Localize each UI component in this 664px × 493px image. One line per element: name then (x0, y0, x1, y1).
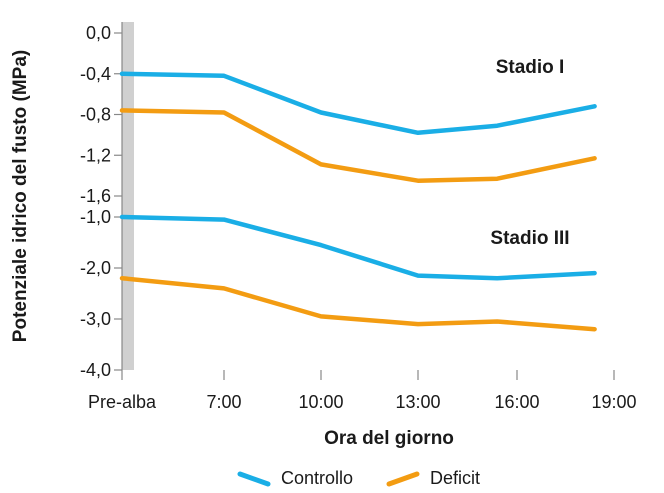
legend-swatch-deficit (386, 471, 420, 487)
y-tick-label: -1,0 (80, 207, 111, 227)
series-line-deficit-panel-2 (119, 275, 597, 332)
y-tick-label: -3,0 (80, 309, 111, 329)
y-tick-label: -4,0 (80, 360, 111, 380)
legend-swatch-controllo (237, 471, 271, 487)
x-tick-label: 19:00 (591, 392, 636, 412)
y-tick-label: -0,8 (80, 105, 111, 125)
series-line-controllo-panel-1 (119, 71, 597, 136)
stage-iii-label: Stadio III (490, 228, 569, 249)
series-line-controllo-panel-2 (119, 214, 597, 281)
y-tick-label: -1,2 (80, 145, 111, 165)
y-tick-label: 0,0 (86, 23, 111, 43)
x-tick-label: 7:00 (206, 392, 241, 412)
stage-i-label: Stadio I (496, 57, 565, 78)
y-tick-group: 0,0 -0,4 -0,8 -1,2 -1,6-1,0 -2,0 -3,0 -4,0 (80, 23, 122, 380)
x-tick-label: 13:00 (395, 392, 440, 412)
series-group (119, 71, 597, 332)
x-axis-title: Ora del giorno (324, 428, 454, 449)
legend-label-controllo: Controllo (281, 468, 353, 488)
y-tick-label: -2,0 (80, 258, 111, 278)
y-tick-label: -1,6 (80, 186, 111, 206)
legend: Controllo Deficit (237, 468, 480, 488)
y-tick-label: -0,4 (80, 64, 111, 84)
x-tick-group: Pre-alba 7:00 10:00 13:00 16:00 19:00 (88, 370, 637, 412)
series-line-deficit-panel-1 (119, 108, 597, 183)
x-tick-label: Pre-alba (88, 392, 157, 412)
y-axis-title: Potenziale idrico del fusto (MPa) (10, 50, 31, 342)
x-tick-label: 10:00 (298, 392, 343, 412)
x-tick-label: 16:00 (494, 392, 539, 412)
legend-label-deficit: Deficit (430, 468, 480, 488)
